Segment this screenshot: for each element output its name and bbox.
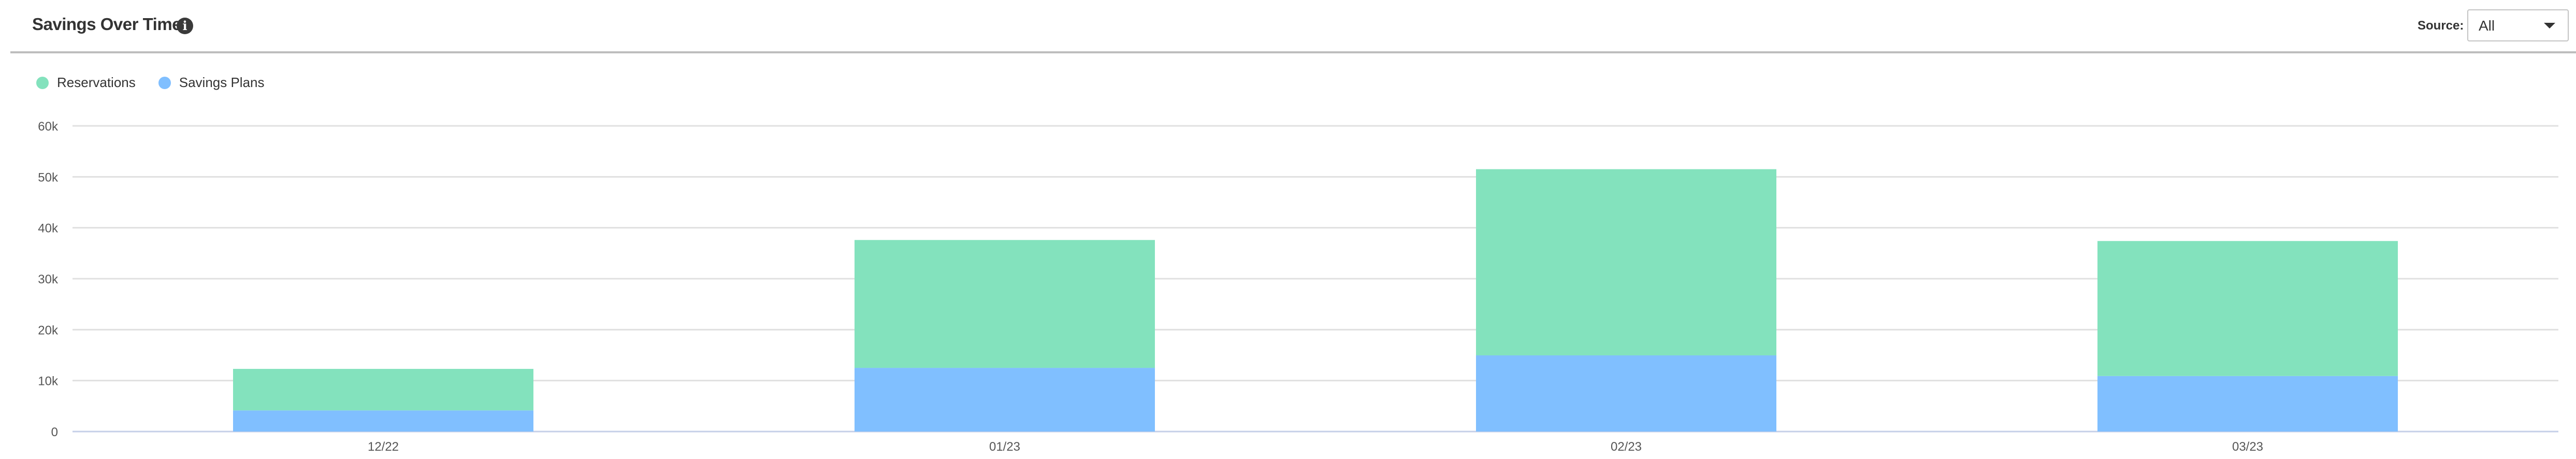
y-tick-label: 20k xyxy=(38,323,59,337)
legend-label: Reservations xyxy=(57,75,136,90)
y-tick-label: 0 xyxy=(51,425,58,439)
info-icon[interactable]: i xyxy=(177,18,193,34)
x-tick-label: 02/23 xyxy=(1611,440,1642,454)
bar-savings-plans xyxy=(1476,355,1776,432)
legend-label: Savings Plans xyxy=(179,75,265,90)
source-value: All xyxy=(2479,18,2495,34)
chart-title: Savings Over Time xyxy=(32,15,182,34)
bar-savings-plans xyxy=(233,410,533,432)
y-tick-label: 30k xyxy=(38,272,59,286)
bar-reservations xyxy=(233,369,533,411)
bar-savings-plans xyxy=(855,368,1155,432)
bar-savings-plans xyxy=(2097,376,2398,432)
source-select[interactable]: All xyxy=(2467,9,2569,41)
legend-item-reservations[interactable]: Reservations xyxy=(36,75,136,91)
caret-down-icon xyxy=(2544,23,2555,28)
y-tick-label: 50k xyxy=(38,170,59,184)
bar-reservations xyxy=(1476,169,1776,355)
y-tick-label: 40k xyxy=(38,222,59,236)
source-label: Source: xyxy=(2418,19,2464,33)
legend-dot-savings-plans xyxy=(158,76,171,89)
x-tick-label: 01/23 xyxy=(989,440,1020,454)
legend-dot-reservations xyxy=(36,76,49,89)
y-tick-label: 10k xyxy=(38,375,59,389)
y-tick-label: 60k xyxy=(38,120,59,134)
bar-reservations xyxy=(2097,241,2398,376)
legend: Reservations Savings Plans xyxy=(36,75,265,91)
legend-item-savings-plans[interactable]: Savings Plans xyxy=(158,75,265,91)
x-tick-label: 03/23 xyxy=(2232,440,2263,454)
header-divider xyxy=(10,51,2576,53)
bar-reservations xyxy=(855,240,1155,368)
x-tick-label: 12/22 xyxy=(368,440,399,454)
